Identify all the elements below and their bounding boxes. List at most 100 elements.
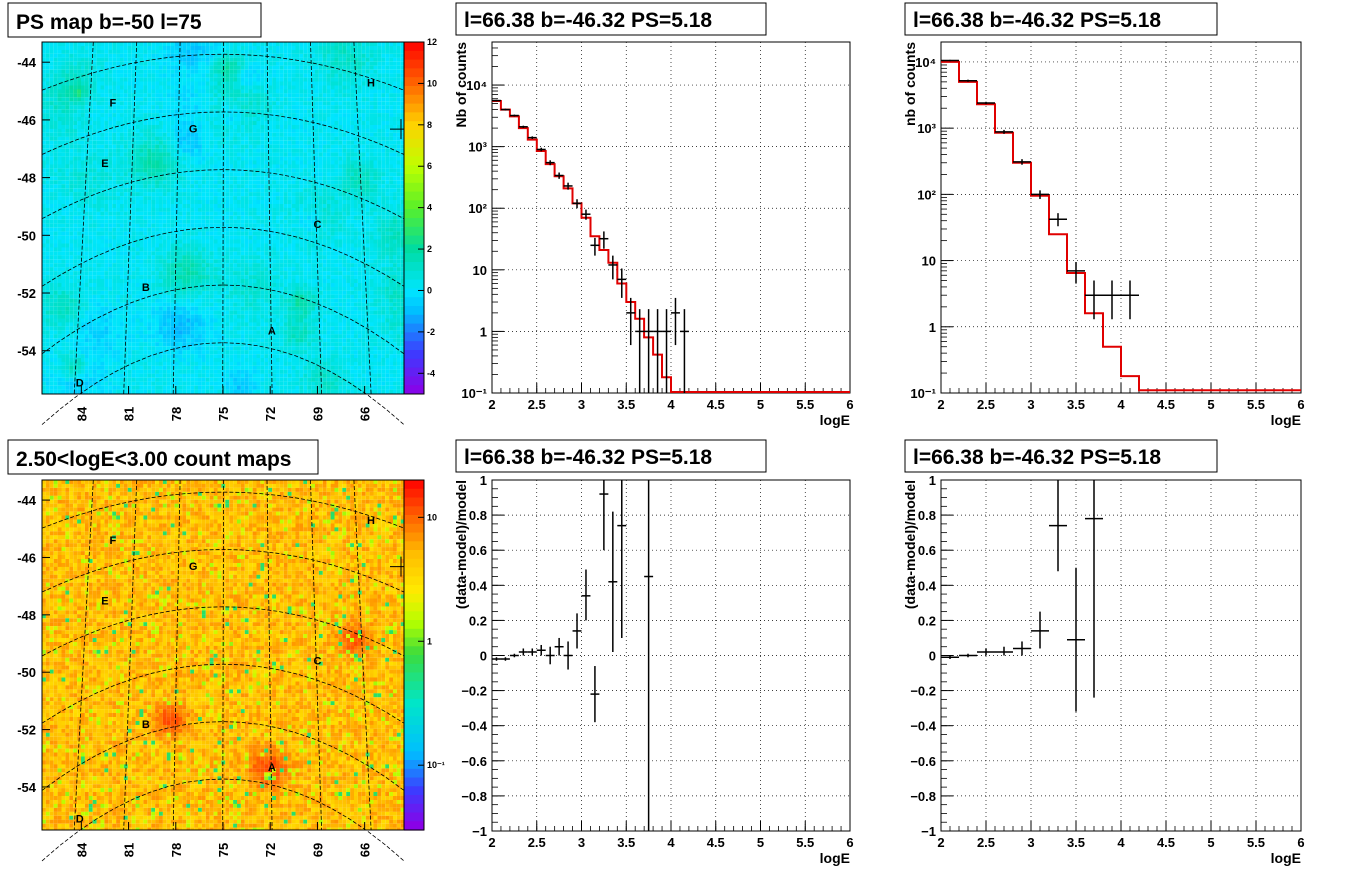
ps_map-cell	[272, 215, 276, 220]
ps_map-cell	[65, 97, 70, 102]
ps_map-cell	[84, 49, 89, 54]
ps_map-cell	[326, 207, 331, 212]
ps_map-cell	[159, 101, 163, 106]
ps_map-cell	[283, 192, 288, 197]
ps_map-cell	[318, 188, 323, 193]
ps_map-cell	[295, 200, 300, 204]
ps_map-cell	[104, 117, 109, 121]
ps_map-cell	[143, 121, 148, 125]
ps_map-cell	[315, 128, 319, 133]
ps_map-cell	[377, 49, 382, 54]
ps_map-cell	[209, 65, 214, 70]
ps_map-cell	[330, 156, 335, 161]
ps_map-cell	[381, 223, 386, 228]
ps_map-cell	[400, 164, 404, 169]
ps_map-cell	[260, 57, 265, 62]
ps_map-cell	[178, 89, 183, 94]
ps_map-cell	[318, 101, 323, 106]
ps_map-cell	[92, 113, 97, 118]
ps_map-cell	[127, 42, 132, 46]
ps_map-cell	[92, 192, 97, 197]
ps_map-cell	[268, 152, 273, 157]
ps_map-cell	[155, 101, 159, 106]
ps_map-cell	[334, 160, 339, 165]
ps_map-cell	[400, 247, 404, 252]
ps_map-cell	[53, 128, 58, 133]
ps_map-cell	[147, 125, 152, 129]
ps_map-cell	[361, 46, 366, 50]
ps_map-cell	[84, 69, 89, 74]
ps_map-cell	[139, 164, 144, 169]
ps_map-cell	[108, 196, 113, 201]
ps_map-cell	[84, 180, 89, 185]
ps_map-cell	[120, 101, 124, 106]
ps_map-cell	[162, 109, 167, 114]
ps_map-cell	[84, 219, 89, 224]
ps_map-cell	[389, 49, 393, 54]
ps_map-cell	[174, 101, 179, 106]
ps_map-cell	[318, 239, 323, 244]
ps_map-cell	[272, 81, 276, 86]
ps_map-cell	[283, 243, 288, 248]
ps_map-cell	[162, 53, 167, 58]
ps_map-cell	[201, 132, 206, 137]
ps_map-cell	[377, 200, 382, 204]
ps_map-cell	[108, 113, 113, 118]
ps_map-cell	[256, 215, 261, 220]
ps_map-cell	[291, 144, 296, 149]
ps_map-cell	[240, 101, 245, 106]
ps_map-cell	[182, 109, 187, 114]
ps_map-cell	[166, 211, 171, 216]
ps_map-cell	[393, 235, 397, 240]
ps_map-cell	[69, 81, 74, 86]
ps_map-cell	[166, 49, 171, 54]
ps_map-cell	[295, 140, 300, 145]
ps_map-cell	[354, 117, 358, 121]
ps_map-cell	[170, 235, 175, 240]
ps_map-cell	[350, 243, 354, 248]
ps_map-cell	[131, 192, 136, 197]
ps_map-cell	[276, 235, 280, 240]
ps_map-cell	[139, 223, 144, 228]
ps_map-cell	[139, 144, 144, 149]
ps_map-cell	[385, 148, 390, 153]
ps_map-cell	[229, 101, 234, 106]
ps_map-cell	[385, 61, 390, 66]
ps_map-cell	[389, 211, 393, 216]
ps_map-cell	[295, 85, 300, 90]
ps_map-cell	[194, 117, 198, 121]
ps_map-cell	[81, 231, 85, 236]
ps_map-cell	[198, 109, 202, 114]
ps_map-cell	[209, 164, 214, 169]
ps_map-cell	[221, 207, 226, 212]
ps_map-cell	[303, 53, 308, 58]
ps_map-cell	[354, 247, 358, 252]
ps_map-cell	[295, 188, 300, 193]
ps_map-cell	[334, 85, 339, 90]
ps_map-cell	[81, 176, 85, 181]
ps_map-cell	[49, 184, 54, 189]
ps_map-cell	[186, 65, 191, 70]
ps_map-cell	[49, 188, 54, 193]
ps_map-cell	[283, 46, 288, 50]
ps_map-cell	[244, 136, 249, 141]
ps_map-cell	[342, 93, 347, 98]
ps_map-cell	[92, 247, 97, 252]
ps_map-cell	[49, 196, 54, 201]
ps_map-cell	[166, 53, 171, 58]
ps_map-cell	[198, 101, 202, 106]
ps_map-cell	[307, 109, 312, 114]
ps_map-cell	[389, 81, 393, 86]
ps_map-cell	[283, 204, 288, 208]
ps_map-cell	[77, 117, 81, 121]
ps_map-cell	[45, 125, 50, 129]
ps_map-cell	[248, 160, 253, 165]
ps_map-cell	[322, 85, 327, 90]
ps_map-cell	[221, 57, 226, 62]
ps_map-cell	[112, 144, 117, 149]
ps_map-cell	[170, 144, 175, 149]
ps_map-cell	[159, 132, 163, 137]
ps_map-cell	[186, 243, 191, 248]
ps_map-cell	[299, 121, 304, 125]
ps_map-cell	[104, 89, 109, 94]
